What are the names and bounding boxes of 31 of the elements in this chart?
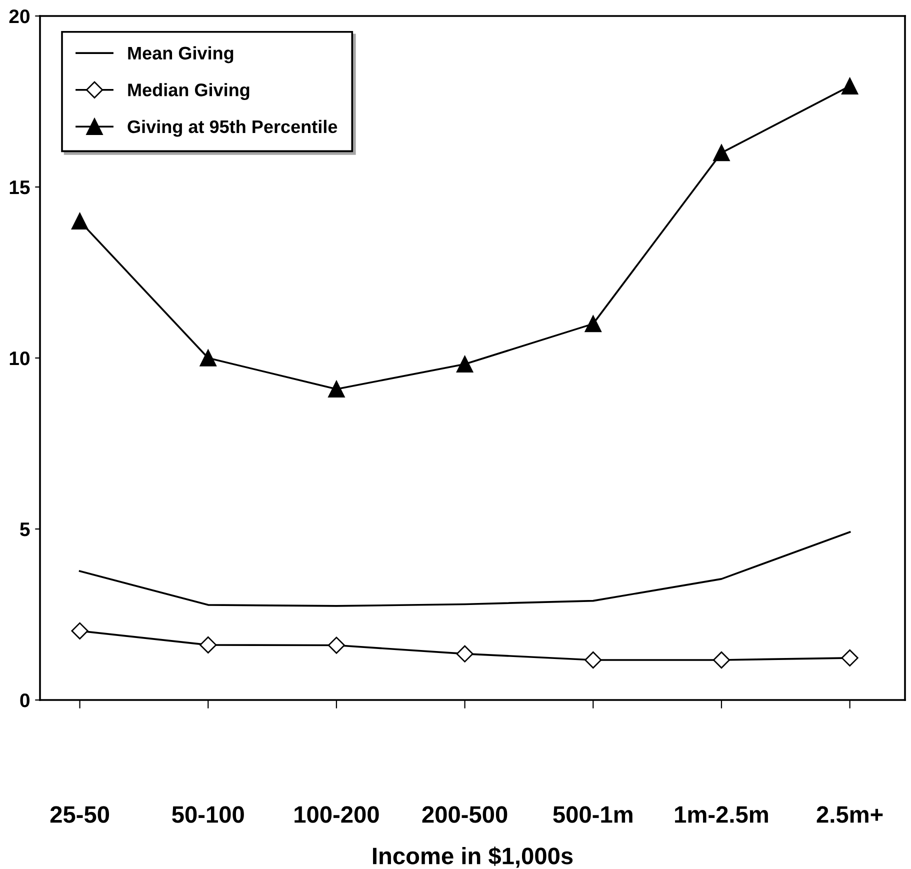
point (841, 649, 858, 666)
y-tick-label: 15 (10, 180, 30, 194)
point (71, 212, 88, 230)
point (200, 636, 217, 654)
legend-label: Median Giving (128, 83, 250, 100)
point (456, 356, 474, 372)
legend-label: Mean Giving (128, 46, 234, 64)
line-series (78, 531, 851, 607)
y-tick-label: 5 (20, 522, 30, 536)
x-tick-label: 1m-2.5m (675, 806, 768, 823)
point (328, 380, 345, 398)
point (584, 651, 602, 669)
point (71, 622, 88, 640)
point (584, 315, 602, 332)
y-tick-label: 10 (10, 351, 30, 366)
point (456, 645, 474, 662)
x-tick-label: 2.5m+ (816, 806, 883, 823)
x-tick-label: 25-50 (50, 806, 110, 823)
x-tick-label: 500-1m (553, 806, 632, 823)
x-tick-label: 100-200 (294, 806, 379, 823)
point (712, 651, 730, 669)
x-axis-title: Income in $1,000s (373, 846, 573, 868)
y-tick-label: 0 (20, 693, 30, 708)
point (200, 350, 216, 366)
point (841, 78, 858, 94)
legend-label: Giving at 95th Percentile (128, 120, 338, 137)
x-tick-label: 50-100 (172, 806, 244, 823)
y-tick-label: 20 (9, 9, 30, 24)
point (713, 144, 730, 162)
point (328, 636, 346, 654)
x-tick-label: 200-500 (422, 806, 508, 823)
